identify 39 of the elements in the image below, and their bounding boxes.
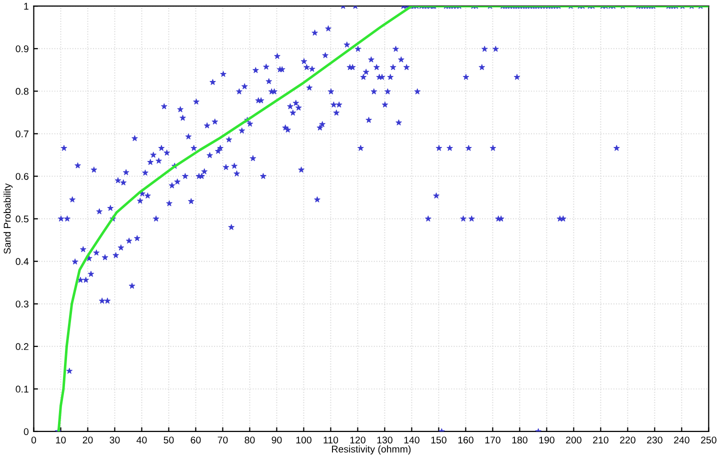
x-tick-label: 100: [296, 436, 312, 444]
x-tick-label: 190: [539, 436, 554, 444]
x-tick-label: 20: [82, 436, 93, 444]
x-tick-label: 110: [324, 436, 338, 444]
y-tick-label: 0.1: [16, 386, 28, 393]
x-tick-label: 60: [190, 436, 201, 444]
x-tick-label: 140: [404, 436, 420, 444]
y-tick-label: 0.2: [16, 343, 28, 350]
x-tick-label: 180: [512, 436, 528, 444]
x-tick-label: 150: [431, 436, 446, 444]
x-tick-label: 120: [350, 436, 366, 444]
x-tick-label: 250: [701, 436, 716, 444]
x-tick-label: 40: [136, 436, 147, 444]
y-tick-label: 0.7: [16, 130, 28, 138]
x-tick-label: 240: [674, 436, 690, 444]
x-tick-label: 170: [485, 436, 500, 444]
x-tick-label: 160: [458, 436, 474, 444]
y-tick-label: 0.8: [16, 88, 28, 95]
x-tick-label: 70: [218, 436, 228, 444]
y-tick-label: 0.5: [16, 216, 28, 222]
x-tick-label: 220: [620, 436, 636, 444]
x-tick-label: 90: [272, 436, 282, 444]
x-axis-title: Resistivity (ohmm): [332, 445, 411, 454]
x-tick-label: 30: [110, 436, 120, 444]
x-tick-label: 200: [566, 436, 582, 444]
y-tick-label: 0.4: [16, 258, 29, 265]
y-tick-label: 0: [24, 428, 29, 436]
y-axis-title: Sand Probability: [4, 183, 13, 254]
x-tick-label: 0: [31, 436, 36, 444]
x-tick-label: 80: [244, 436, 255, 444]
y-tick-label: 0.6: [16, 172, 28, 180]
x-tick-label: 10: [56, 436, 66, 444]
x-tick-label: 210: [593, 436, 608, 444]
y-tick-label: 1: [24, 2, 28, 10]
y-tick-label: 0.3: [16, 300, 28, 308]
x-tick-label: 130: [377, 436, 392, 444]
y-tick-label: 0.9: [16, 45, 28, 52]
x-tick-label: 50: [164, 436, 174, 444]
x-tick-label: 230: [647, 436, 662, 444]
